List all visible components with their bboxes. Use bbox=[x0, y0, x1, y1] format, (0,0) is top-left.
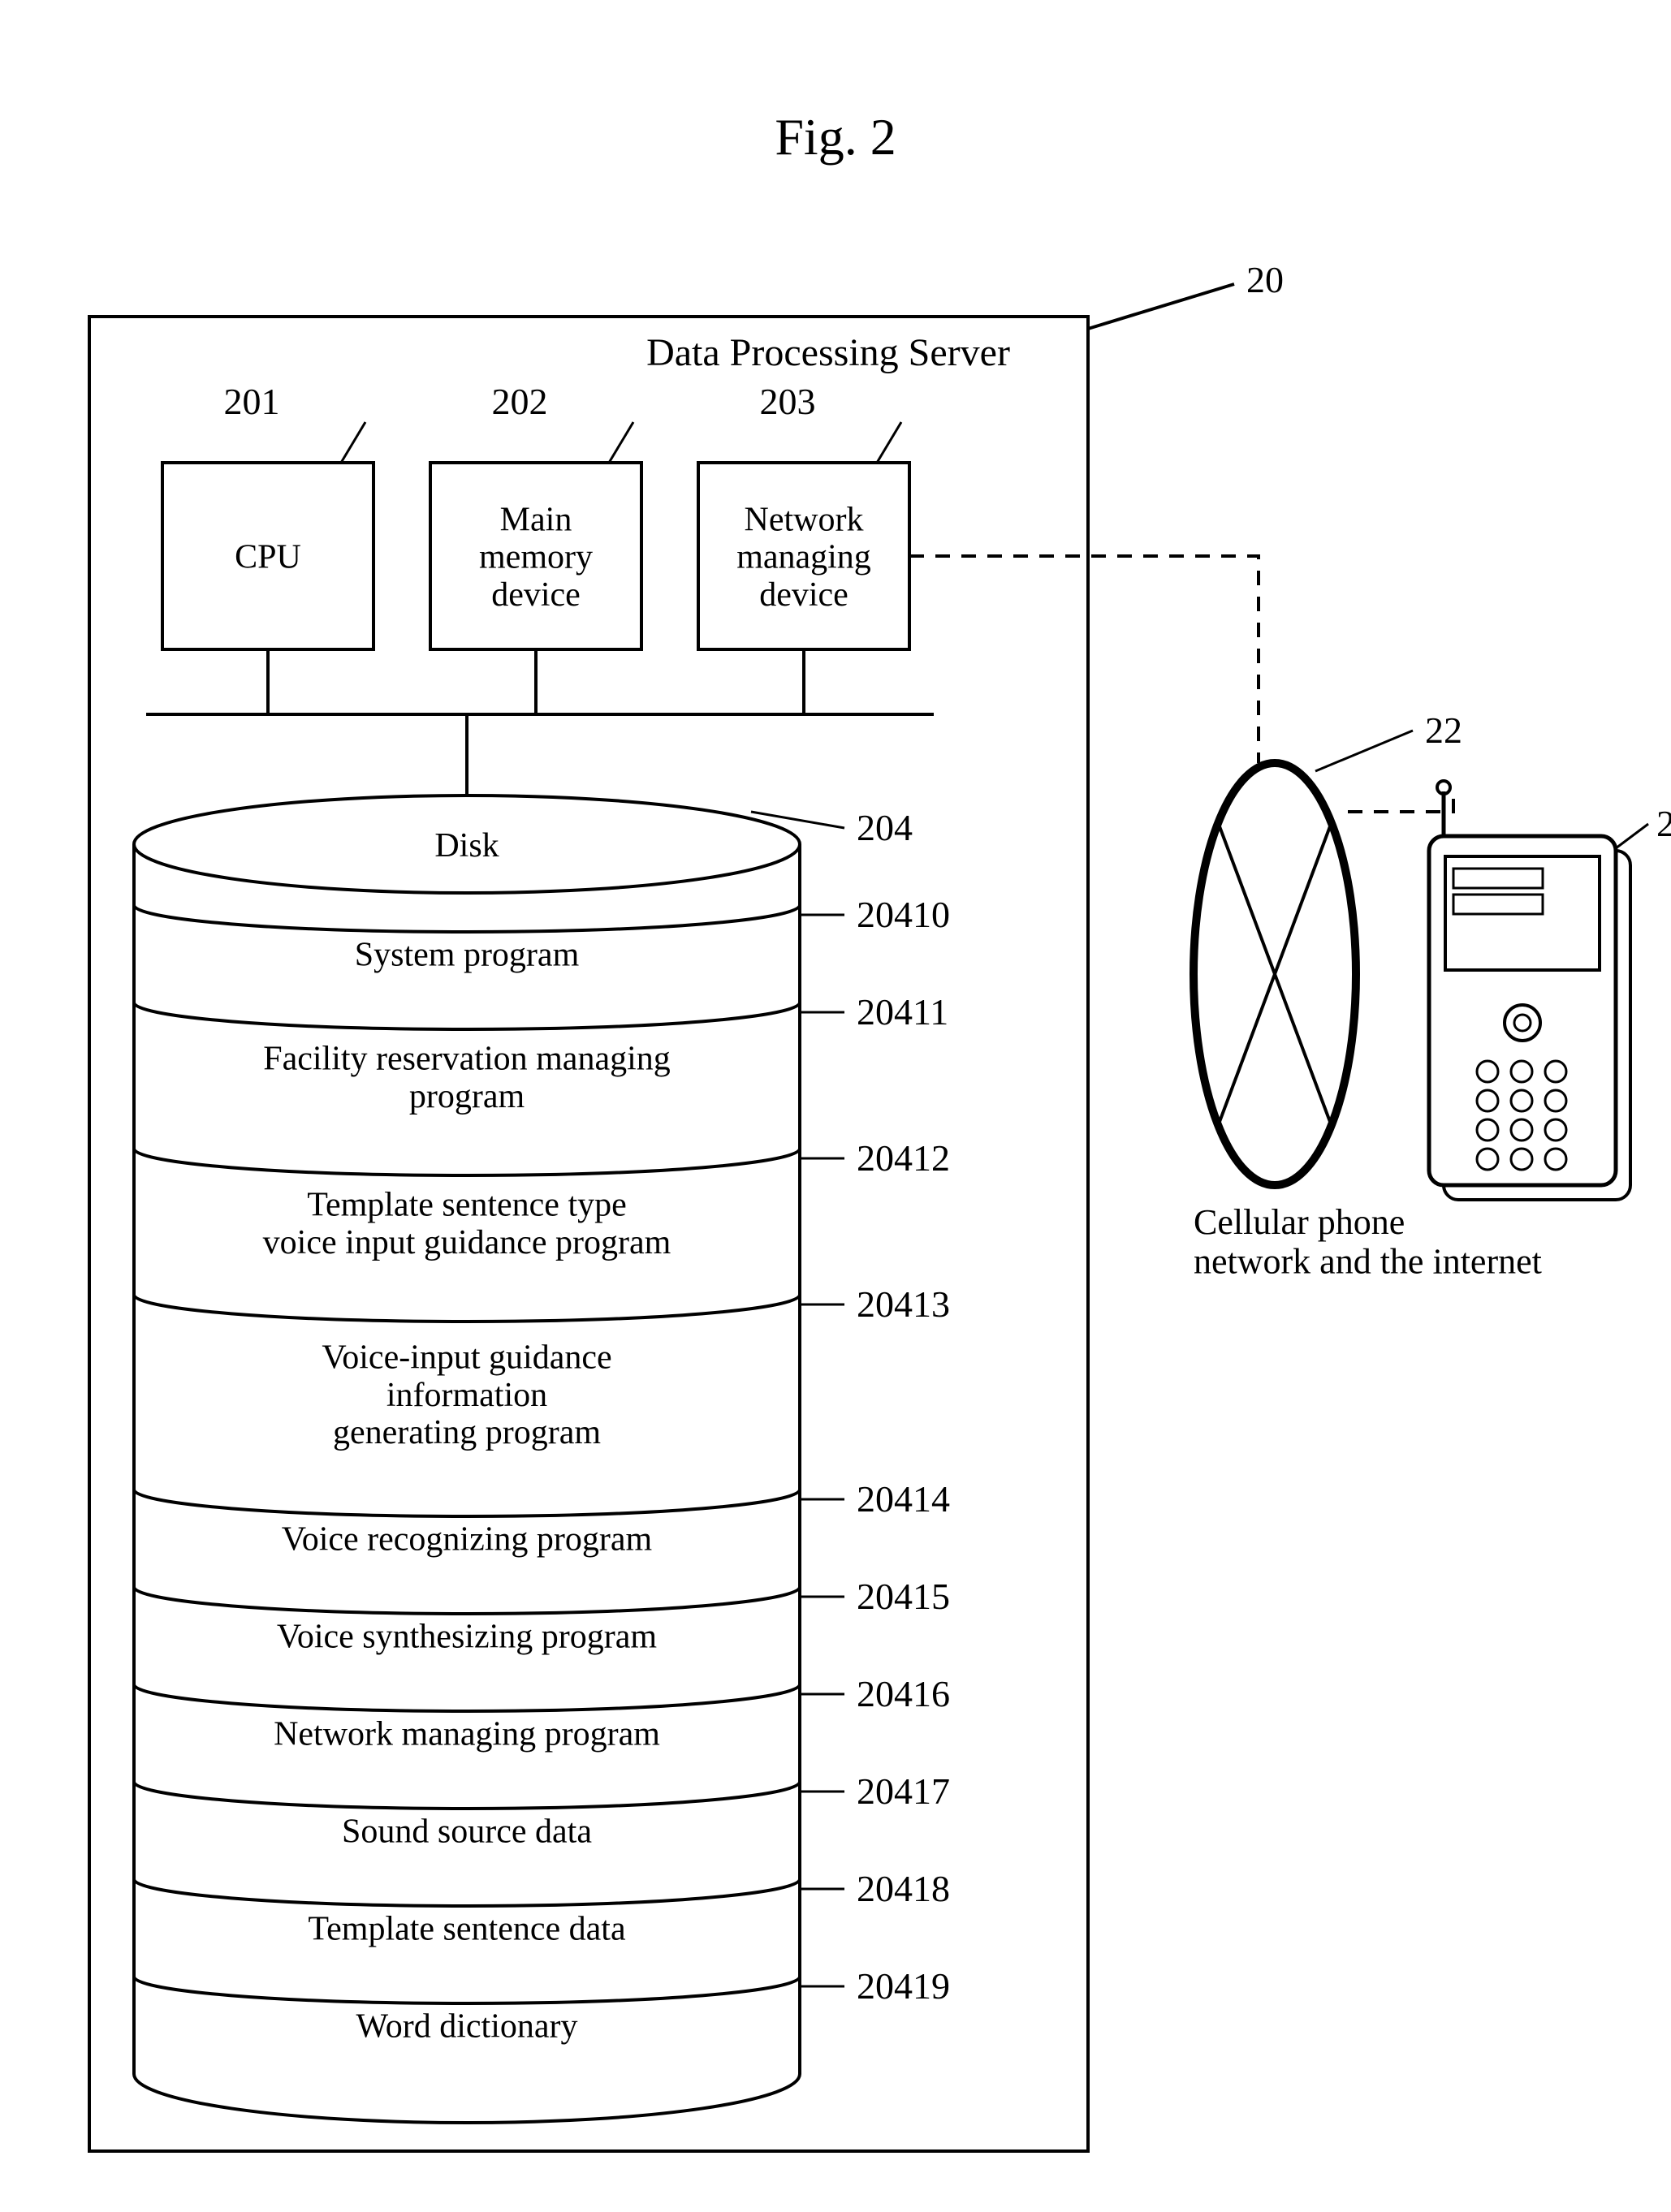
disk-slice-label: Voice recognizing program bbox=[282, 1521, 653, 1559]
disk-slice-label: Sound source data bbox=[342, 1813, 592, 1851]
disk-ref: 204 bbox=[857, 807, 913, 848]
disk-slice-ref: 20418 bbox=[857, 1868, 950, 1909]
disk-slice-label: System program bbox=[355, 937, 580, 974]
disk-slice-ref: 20417 bbox=[857, 1770, 950, 1812]
server-label: Data Processing Server bbox=[646, 331, 1010, 374]
component-ref: 203 bbox=[760, 381, 816, 422]
disk-slice-label: Word dictionary bbox=[356, 2008, 577, 2046]
disk-slice-ref: 20414 bbox=[857, 1478, 950, 1520]
disk-slice-ref: 20415 bbox=[857, 1576, 950, 1617]
component-ref: 202 bbox=[492, 381, 548, 422]
network-ref: 22 bbox=[1425, 709, 1462, 751]
phone-ref: 21 bbox=[1656, 803, 1671, 844]
disk-slice-ref: 20419 bbox=[857, 1965, 950, 2007]
figure-title: Fig. 2 bbox=[775, 108, 896, 166]
disk-slice-label: Voice synthesizing program bbox=[277, 1619, 657, 1656]
disk-title: Disk bbox=[434, 827, 499, 865]
component-ref: 201 bbox=[224, 381, 280, 422]
component-label: CPU bbox=[235, 539, 301, 576]
disk-slice-ref: 20411 bbox=[857, 991, 948, 1033]
disk-slice-ref: 20413 bbox=[857, 1283, 950, 1325]
disk-slice-label: Network managing program bbox=[274, 1716, 660, 1753]
phone-icon bbox=[1429, 781, 1630, 1200]
disk-slice-ref: 20412 bbox=[857, 1137, 950, 1179]
disk-slice-label: Template sentence data bbox=[308, 1911, 626, 1948]
ref-server: 20 bbox=[1246, 259, 1284, 300]
disk-slice-ref: 20416 bbox=[857, 1673, 950, 1714]
disk-slice-ref: 20410 bbox=[857, 894, 950, 935]
disk-slice-label: Template sentence typevoice input guidan… bbox=[263, 1187, 671, 1261]
